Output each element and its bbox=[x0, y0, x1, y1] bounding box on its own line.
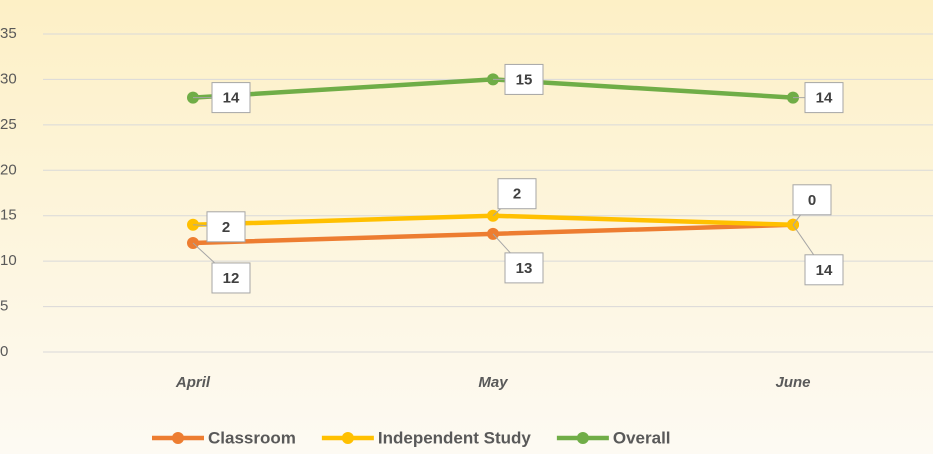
y-tick-label: 20 bbox=[0, 161, 17, 178]
label-box bbox=[211, 262, 251, 294]
legend-marker bbox=[341, 432, 354, 444]
y-tick-label: 35 bbox=[0, 25, 17, 42]
data-label: 15 bbox=[516, 71, 533, 88]
data-label: 14 bbox=[816, 262, 833, 279]
label-box bbox=[504, 252, 544, 284]
legend-label: Independent Study bbox=[378, 428, 532, 447]
x-tick-label: April bbox=[175, 374, 211, 391]
legend-marker bbox=[576, 432, 589, 444]
y-tick-label: 25 bbox=[0, 116, 17, 133]
label-box bbox=[497, 178, 537, 210]
data-label: 14 bbox=[816, 90, 833, 107]
label-box bbox=[804, 254, 844, 286]
y-tick-label: 5 bbox=[0, 298, 8, 315]
data-label: 2 bbox=[513, 186, 521, 203]
data-label: 2 bbox=[222, 219, 230, 236]
label-box bbox=[804, 82, 844, 114]
legend-label: Classroom bbox=[208, 428, 296, 447]
data-label: 12 bbox=[223, 270, 240, 287]
y-tick-label: 30 bbox=[0, 70, 17, 87]
data-label: 0 bbox=[808, 192, 816, 209]
data-label: 13 bbox=[516, 260, 533, 277]
x-tick-label: May bbox=[478, 374, 508, 391]
data-label: 14 bbox=[223, 90, 240, 107]
label-box bbox=[206, 211, 246, 243]
y-tick-label: 10 bbox=[0, 252, 17, 269]
y-tick-label: 15 bbox=[0, 207, 17, 224]
y-tick-label: 0 bbox=[0, 343, 8, 360]
label-box bbox=[211, 82, 251, 114]
label-box bbox=[792, 184, 832, 216]
legend-label: Overall bbox=[613, 428, 671, 447]
x-tick-label: June bbox=[775, 374, 810, 391]
legend-marker bbox=[172, 432, 184, 444]
label-box bbox=[504, 63, 544, 95]
